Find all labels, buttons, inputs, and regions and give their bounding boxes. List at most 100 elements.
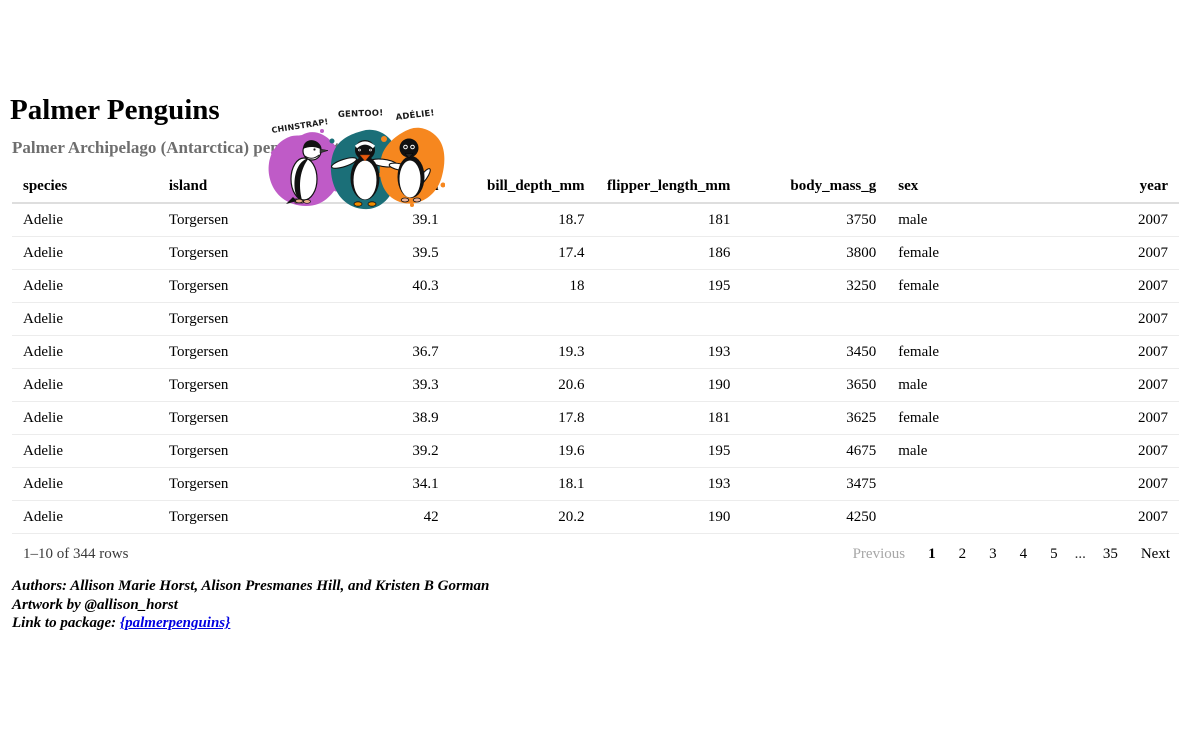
column-header-year[interactable]: year xyxy=(1033,171,1179,205)
artwork-credit-line: Artwork by @allison_horst xyxy=(12,596,178,613)
cell-flipper_length_mm: 195 xyxy=(595,434,742,469)
cell-species: Adelie xyxy=(12,434,158,469)
cell-body_mass_g: 3750 xyxy=(741,203,888,238)
cell-year: 2007 xyxy=(1033,236,1179,271)
previous-page-button[interactable]: Previous xyxy=(846,543,913,565)
penguins-table: speciesislandbill_length_mmbill_depth_mm… xyxy=(12,171,1179,573)
table-row: Adelie Torgersen 39.2 19.6 195 4675 male 2007 xyxy=(12,434,1179,469)
next-page-button[interactable]: Next xyxy=(1134,543,1177,565)
table-header: speciesislandbill_length_mmbill_depth_mm… xyxy=(12,171,1179,205)
column-header-flipper_length_mm[interactable]: flipper_length_mm xyxy=(595,171,742,205)
cell-year: 2007 xyxy=(1033,434,1179,469)
cell-body_mass_g: 3625 xyxy=(741,401,888,436)
cell-bill_depth_mm: 18.7 xyxy=(449,203,596,238)
table-header-row: speciesislandbill_length_mmbill_depth_mm… xyxy=(12,171,1179,205)
cell-species: Adelie xyxy=(12,368,158,403)
cell-bill_length_mm: 38.9 xyxy=(303,401,450,436)
cell-island: Torgersen xyxy=(157,236,304,271)
cell-year: 2007 xyxy=(1033,335,1179,370)
page-button-3[interactable]: 3 xyxy=(982,543,1004,565)
cell-year: 2007 xyxy=(1033,269,1179,304)
table-row: Adelie Torgersen 39.1 18.7 181 3750 male 2007 xyxy=(12,203,1179,238)
cell-sex: male xyxy=(887,368,1034,403)
page-button-35[interactable]: 35 xyxy=(1096,543,1125,565)
column-header-sex[interactable]: sex xyxy=(887,171,1034,205)
cell-sex: female xyxy=(887,335,1034,370)
cell-bill_length_mm: 39.1 xyxy=(303,203,450,238)
cell-bill_depth_mm: 17.8 xyxy=(449,401,596,436)
cell-species: Adelie xyxy=(12,269,158,304)
page-button-2[interactable]: 2 xyxy=(952,543,974,565)
cell-bill_length_mm: 39.2 xyxy=(303,434,450,469)
penguins-artwork: CHINSTRAP! GENTOO! ADÉLIE! xyxy=(262,105,445,210)
cell-flipper_length_mm: 181 xyxy=(595,203,742,238)
cell-body_mass_g: 3450 xyxy=(741,335,888,370)
page-subtitle: Palmer Archipelago (Antarctica) penguin … xyxy=(12,138,349,158)
cell-bill_depth_mm: 17.4 xyxy=(449,236,596,271)
table-row: Adelie Torgersen 39.5 17.4 186 3800 female 2007 xyxy=(12,236,1179,271)
page-info: 1–10 of 344 rows xyxy=(23,545,129,562)
palmerpenguins-link[interactable]: {palmerpenguins} xyxy=(119,615,231,632)
cell-body_mass_g xyxy=(741,302,888,337)
cell-species: Adelie xyxy=(12,467,158,502)
cell-island: Torgersen xyxy=(157,269,304,304)
cell-sex: female xyxy=(887,236,1034,271)
cell-year: 2007 xyxy=(1033,302,1179,337)
table-row: Adelie Torgersen 36.7 19.3 193 3450 female 2007 xyxy=(12,335,1179,370)
cell-body_mass_g: 4250 xyxy=(741,500,888,535)
adelie-label: ADÉLIE! xyxy=(395,106,435,123)
link-label: Link to package: xyxy=(12,615,120,632)
cell-year: 2007 xyxy=(1033,368,1179,403)
cell-flipper_length_mm: 181 xyxy=(595,401,742,436)
cell-species: Adelie xyxy=(12,401,158,436)
cell-body_mass_g: 4675 xyxy=(741,434,888,469)
cell-sex xyxy=(887,467,1034,502)
cell-bill_length_mm: 40.3 xyxy=(303,269,450,304)
cell-body_mass_g: 3800 xyxy=(741,236,888,271)
cell-body_mass_g: 3475 xyxy=(741,467,888,502)
page: CHINSTRAP! GENTOO! ADÉLIE! Palmer Pengui… xyxy=(0,95,1191,633)
cell-flipper_length_mm: 190 xyxy=(595,368,742,403)
cell-bill_depth_mm xyxy=(449,302,596,337)
cell-species: Adelie xyxy=(12,203,158,238)
cell-sex: male xyxy=(887,203,1034,238)
cell-island: Torgersen xyxy=(157,302,304,337)
cell-species: Adelie xyxy=(12,302,158,337)
table-row: Adelie Torgersen 2007 xyxy=(12,302,1179,337)
cell-flipper_length_mm: 193 xyxy=(595,335,742,370)
table-row: Adelie Torgersen 38.9 17.8 181 3625 female 2007 xyxy=(12,401,1179,436)
cell-island: Torgersen xyxy=(157,434,304,469)
page-button-4[interactable]: 4 xyxy=(1013,543,1035,565)
cell-body_mass_g: 3650 xyxy=(741,368,888,403)
penguins-artwork-svg: CHINSTRAP! GENTOO! ADÉLIE! xyxy=(268,106,445,210)
authors-line: Authors: Allison Marie Horst, Alison Pre… xyxy=(12,578,490,595)
cell-bill_depth_mm: 20.2 xyxy=(449,500,596,535)
table-row: Adelie Torgersen 40.3 18 195 3250 female 2007 xyxy=(12,269,1179,304)
column-header-bill_depth_mm[interactable]: bill_depth_mm xyxy=(449,171,596,205)
gentoo-label: GENTOO! xyxy=(338,108,384,120)
cell-body_mass_g: 3250 xyxy=(741,269,888,304)
cell-species: Adelie xyxy=(12,236,158,271)
cell-bill_length_mm xyxy=(303,302,450,337)
package-link-line: Link to package: {palmerpenguins} xyxy=(12,614,1179,633)
cell-sex xyxy=(887,302,1034,337)
cell-bill_length_mm: 39.3 xyxy=(303,368,450,403)
cell-flipper_length_mm: 190 xyxy=(595,500,742,535)
page-button-5[interactable]: 5 xyxy=(1043,543,1065,565)
cell-flipper_length_mm: 195 xyxy=(595,269,742,304)
table-row: Adelie Torgersen 34.1 18.1 193 3475 2007 xyxy=(12,467,1179,502)
adelie-penguin xyxy=(388,138,431,203)
column-header-body_mass_g[interactable]: body_mass_g xyxy=(741,171,888,205)
cell-island: Torgersen xyxy=(157,368,304,403)
cell-bill_depth_mm: 19.6 xyxy=(449,434,596,469)
cell-bill_depth_mm: 18.1 xyxy=(449,467,596,502)
page-button-1[interactable]: 1 xyxy=(921,543,943,565)
chinstrap-label: CHINSTRAP! xyxy=(271,117,329,135)
table-row: Adelie Torgersen 39.3 20.6 190 3650 male 2007 xyxy=(12,368,1179,403)
table-row: Adelie Torgersen 42 20.2 190 4250 2007 xyxy=(12,500,1179,535)
cell-bill_length_mm: 42 xyxy=(303,500,450,535)
cell-bill_length_mm: 36.7 xyxy=(303,335,450,370)
cell-island: Torgersen xyxy=(157,401,304,436)
cell-year: 2007 xyxy=(1033,500,1179,535)
column-header-species[interactable]: species xyxy=(12,171,158,205)
